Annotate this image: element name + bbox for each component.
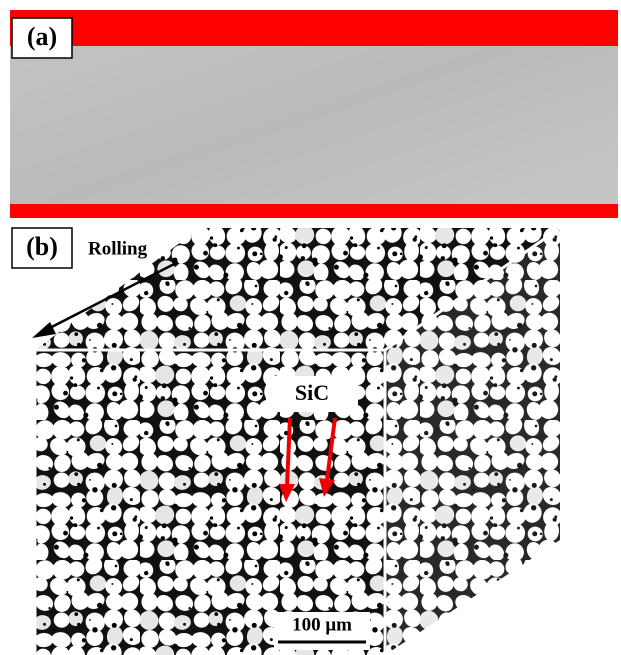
red-strip	[10, 10, 618, 46]
panel-label: (b)	[26, 232, 58, 261]
red-strip	[10, 204, 618, 218]
panel-label: (a)	[27, 22, 57, 51]
scale-label: 100 μm	[292, 614, 352, 635]
panel-a: (a)	[10, 10, 618, 218]
arrow-head	[32, 322, 56, 338]
sic-label: SiC	[295, 380, 329, 405]
figure: (a) (b) Rolling SiC 100 μm	[0, 0, 621, 655]
rolling-label: Rolling	[88, 238, 148, 259]
